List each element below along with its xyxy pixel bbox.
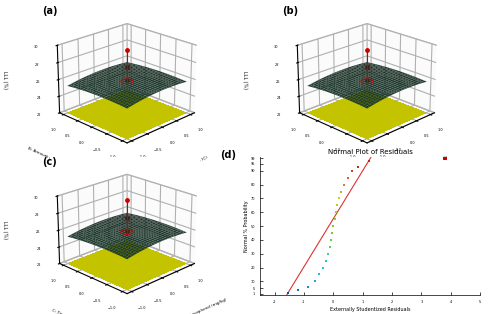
Point bbox=[304, 284, 312, 290]
Point bbox=[441, 156, 449, 161]
X-axis label: A: Temperature (C): A: Temperature (C) bbox=[172, 155, 208, 175]
Point bbox=[340, 182, 347, 187]
Point bbox=[364, 159, 372, 164]
Point bbox=[354, 164, 362, 169]
X-axis label: A: Temperature (C): A: Temperature (C) bbox=[412, 155, 449, 175]
X-axis label: Externally Studentized Residuals: Externally Studentized Residuals bbox=[330, 307, 410, 312]
Point bbox=[330, 224, 338, 229]
Y-axis label: Normal % Probability: Normal % Probability bbox=[244, 200, 249, 252]
Y-axis label: C: Time (day): C: Time (day) bbox=[50, 308, 78, 314]
Point bbox=[319, 265, 327, 270]
Point bbox=[328, 230, 336, 236]
Point bbox=[344, 175, 352, 180]
Point bbox=[348, 168, 356, 173]
Point bbox=[326, 244, 334, 249]
Text: (b): (b) bbox=[282, 6, 298, 16]
Point bbox=[333, 203, 341, 208]
X-axis label: B: Amount of alpha tocopherol (mg/kg): B: Amount of alpha tocopherol (mg/kg) bbox=[152, 297, 228, 314]
Point bbox=[311, 279, 319, 284]
Text: (d): (d) bbox=[220, 150, 236, 160]
Y-axis label: C: Time (day): C: Time (day) bbox=[290, 157, 318, 172]
Text: (a): (a) bbox=[42, 6, 58, 16]
Point bbox=[322, 258, 330, 263]
Title: Normal Plot of Residuals: Normal Plot of Residuals bbox=[328, 149, 412, 155]
Y-axis label: B: Amount of alpha tocopherol (mg/kg): B: Amount of alpha tocopherol (mg/kg) bbox=[26, 147, 102, 183]
Point bbox=[316, 272, 324, 277]
Text: (c): (c) bbox=[42, 157, 57, 167]
Point bbox=[284, 290, 292, 295]
Point bbox=[324, 251, 332, 256]
Point bbox=[332, 210, 340, 215]
Point bbox=[330, 217, 338, 222]
Point bbox=[327, 237, 335, 242]
Point bbox=[294, 288, 302, 293]
Point bbox=[336, 189, 344, 194]
Point bbox=[334, 196, 342, 201]
